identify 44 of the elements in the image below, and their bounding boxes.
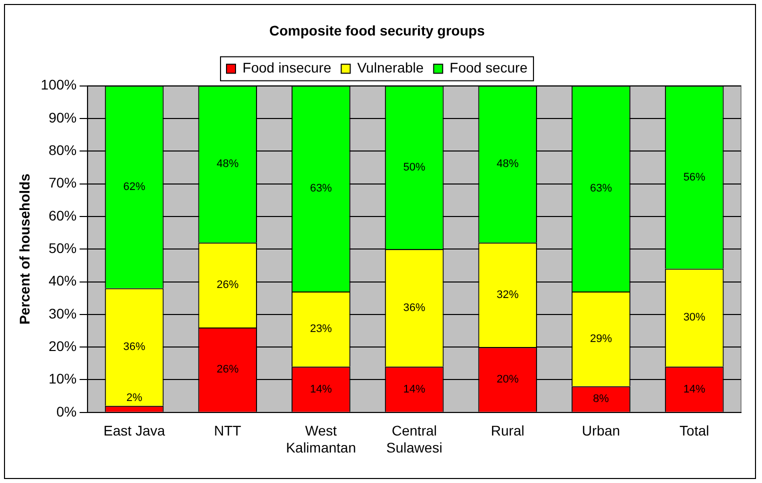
data-label: 36% bbox=[123, 341, 146, 354]
y-tick-label: 40% bbox=[48, 272, 77, 289]
y-tick-label: 90% bbox=[48, 109, 77, 126]
y-tick-label: 80% bbox=[48, 142, 77, 158]
data-label: 63% bbox=[310, 182, 332, 195]
y-tick-label: 50% bbox=[48, 240, 77, 256]
data-label: 56% bbox=[683, 171, 706, 184]
x-tick-label: Central Sulawesi bbox=[386, 422, 442, 456]
data-label: 50% bbox=[403, 161, 426, 174]
data-label: 2% bbox=[126, 392, 142, 404]
data-label: 36% bbox=[403, 302, 426, 314]
legend-label: Vulnerable bbox=[357, 60, 424, 76]
y-axis-title: Percent of households bbox=[16, 173, 32, 325]
data-label: 14% bbox=[403, 383, 426, 396]
chart-title: Composite food security groups bbox=[269, 22, 485, 38]
data-label: 63% bbox=[590, 182, 612, 195]
x-tick-label: NTT bbox=[214, 422, 242, 439]
legend-label: Food insecure bbox=[242, 60, 332, 76]
y-tick-label: 30% bbox=[48, 305, 77, 322]
data-label: 48% bbox=[216, 158, 239, 170]
y-tick-label: 70% bbox=[48, 174, 77, 191]
y-tick-label: 60% bbox=[48, 207, 77, 224]
data-label: 20% bbox=[496, 374, 519, 386]
data-label: 29% bbox=[590, 332, 612, 345]
y-tick-label: 100% bbox=[40, 76, 77, 93]
x-tick-label: West Kalimantan bbox=[286, 422, 356, 456]
data-label: 14% bbox=[683, 383, 706, 396]
x-tick-label: East Java bbox=[104, 422, 166, 439]
legend-label: Food secure bbox=[450, 60, 528, 76]
data-label: 23% bbox=[310, 323, 332, 336]
data-label: 48% bbox=[496, 158, 519, 170]
data-label: 14% bbox=[310, 383, 332, 396]
data-label: 62% bbox=[123, 181, 146, 194]
data-label: 32% bbox=[496, 288, 519, 301]
data-label: 26% bbox=[216, 364, 239, 376]
data-label: 30% bbox=[683, 312, 706, 324]
data-label: 26% bbox=[216, 279, 239, 292]
y-tick-label: 0% bbox=[56, 403, 77, 420]
x-tick-label: Urban bbox=[582, 422, 620, 439]
x-tick-label: Total bbox=[680, 422, 710, 439]
y-tick-label: 20% bbox=[48, 338, 77, 354]
x-tick-label: Rural bbox=[490, 422, 524, 439]
y-tick-label: 10% bbox=[48, 370, 77, 387]
data-label: 8% bbox=[593, 393, 610, 406]
